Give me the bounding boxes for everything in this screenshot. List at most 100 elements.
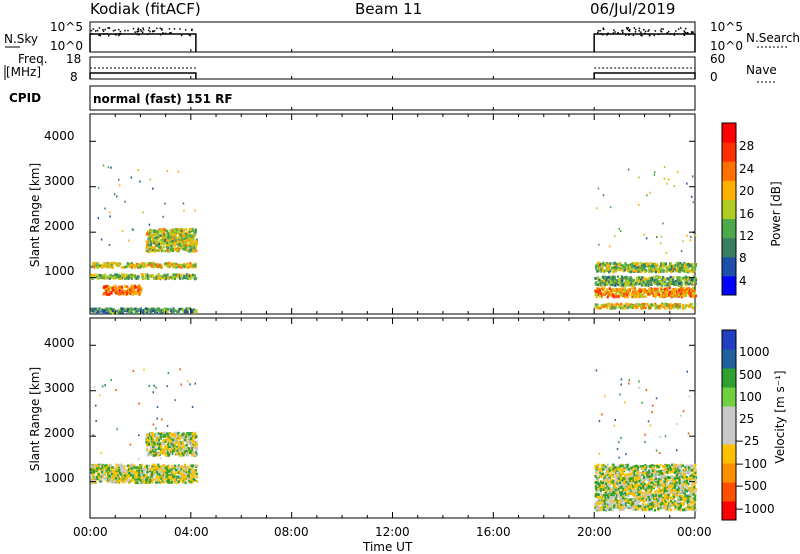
heatmap-cell <box>691 265 694 269</box>
heatmap-cell <box>154 442 157 446</box>
heatmap-cell <box>192 475 195 478</box>
heatmap-cell <box>164 239 167 242</box>
heatmap-cell <box>123 266 126 269</box>
heatmap-cell <box>632 303 635 307</box>
heatmap-cell <box>644 306 647 310</box>
heatmap-cell <box>684 270 687 273</box>
heatmap-cell <box>140 273 143 276</box>
heatmap-cell <box>145 246 148 249</box>
heatmap-cell <box>169 475 172 478</box>
freq-trace <box>89 72 197 79</box>
heatmap-cell <box>130 463 133 467</box>
heatmap-cell <box>681 481 684 484</box>
heatmap-cell <box>619 291 622 294</box>
heatmap-cell <box>179 454 182 457</box>
heatmap-cell <box>127 276 130 279</box>
heatmap-cell <box>652 493 655 497</box>
heatmap-cell <box>187 235 190 239</box>
heatmap-cell <box>669 281 672 284</box>
heatmap-cell <box>164 236 167 239</box>
nsky-point <box>614 31 616 33</box>
heatmap-cell <box>144 465 147 468</box>
heatmap-cell <box>117 290 120 293</box>
heatmap-cell <box>639 293 642 296</box>
heatmap-cell <box>126 264 129 268</box>
heatmap-cell <box>679 505 683 508</box>
heatmap-cell <box>610 307 613 310</box>
heatmap-cell <box>124 291 127 295</box>
heatmap-cell <box>148 243 151 247</box>
heatmap-cell <box>690 195 693 198</box>
heatmap-cell <box>635 293 638 296</box>
heatmap-cell <box>101 274 104 278</box>
heatmap-cell <box>182 228 185 231</box>
heatmap-cell <box>139 307 142 310</box>
heatmap-cell <box>665 294 668 297</box>
heatmap-cell <box>672 288 675 291</box>
heatmap-cell <box>130 307 133 310</box>
heatmap-cell <box>155 230 158 233</box>
heatmap-cell <box>650 291 653 295</box>
heatmap-cell <box>159 445 163 448</box>
heatmap-cell <box>623 304 626 308</box>
heatmap-cell <box>635 282 638 285</box>
heatmap-cell <box>599 283 602 286</box>
heatmap-cell <box>665 495 668 499</box>
heatmap-cell <box>165 308 168 311</box>
heatmap-cell <box>91 477 94 481</box>
heatmap-cell <box>677 264 680 268</box>
heatmap-cell <box>156 441 159 444</box>
heatmap-cell <box>675 268 678 272</box>
heatmap-cell <box>654 270 657 274</box>
nsky-point <box>119 30 122 33</box>
heatmap-cell <box>633 264 636 267</box>
heatmap-cell <box>601 266 604 269</box>
heatmap-cell <box>155 477 158 480</box>
heatmap-cell <box>114 273 118 277</box>
heatmap-cell <box>145 479 148 482</box>
heatmap-cell <box>147 476 151 479</box>
heatmap-cell <box>184 308 187 312</box>
heatmap-cell <box>171 433 174 436</box>
freq-label-line2: [MHz] <box>6 65 42 79</box>
heatmap-cell <box>141 481 144 484</box>
heatmap-cell <box>178 447 181 450</box>
heatmap-cell <box>90 309 93 313</box>
heatmap-cell <box>154 465 158 468</box>
heatmap-cell <box>172 232 175 235</box>
heatmap-cell <box>623 287 626 290</box>
heatmap-cell <box>598 470 602 474</box>
station-title: Kodiak (fitACF) <box>90 0 201 18</box>
heatmap-cell <box>146 438 149 442</box>
heatmap-cell <box>136 481 139 485</box>
heatmap-cell <box>616 263 619 267</box>
heatmap-cell <box>107 467 110 471</box>
nsky-point <box>627 27 629 29</box>
heatmap-cell <box>594 283 597 286</box>
heatmap-cell <box>677 295 680 298</box>
heatmap-cell <box>618 284 621 287</box>
heatmap-cell <box>189 261 192 265</box>
heatmap-cell <box>681 284 684 287</box>
heatmap-cell <box>674 492 677 495</box>
heatmap-cell <box>594 289 597 293</box>
heatmap-cell <box>160 435 164 439</box>
heatmap-cell <box>162 215 164 218</box>
heatmap-cell <box>638 485 641 489</box>
heatmap-cell <box>107 265 110 269</box>
heatmap-cell <box>157 308 160 311</box>
heatmap-cell <box>112 478 115 481</box>
heatmap-cell <box>179 434 182 438</box>
heatmap-cell <box>160 477 163 480</box>
heatmap-cell <box>181 480 184 484</box>
heatmap-cell <box>600 268 603 271</box>
heatmap-cell <box>148 434 151 437</box>
heatmap-cell <box>118 264 121 267</box>
heatmap-cell <box>174 262 177 266</box>
heatmap-cell <box>664 262 667 265</box>
heatmap-cell <box>595 295 598 299</box>
heatmap-cell <box>644 269 647 272</box>
heatmap-cell <box>602 261 605 265</box>
nsky-point <box>98 34 100 36</box>
heatmap-cell <box>187 239 190 242</box>
